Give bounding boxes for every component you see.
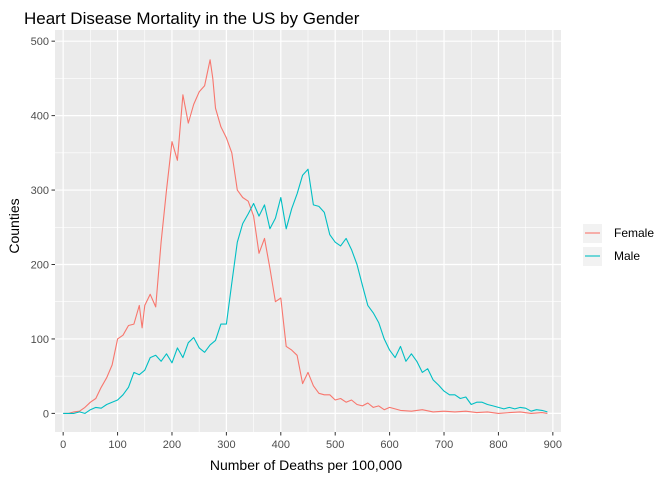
series-line-female [63,59,548,414]
x-tick-label: 900 [544,439,562,451]
x-axis-title: Number of Deaths per 100,000 [210,457,402,473]
x-tick-label: 100 [108,439,126,451]
legend: Female Male [583,224,654,266]
x-tick-label: 800 [489,439,507,451]
axis-ticks: 0 100 200 300 400 500 600 700 800 900 0 100 200 300 40… [31,36,562,451]
y-tick-label: 400 [31,111,49,123]
legend-label-female: Female [614,226,654,240]
grid-major [55,30,561,432]
y-tick-label: 0 [43,408,49,420]
y-tick-label: 300 [31,185,49,197]
series-layer [63,59,548,414]
chart-title: Heart Disease Mortality in the US by Gen… [24,9,360,28]
y-tick-label: 200 [31,260,49,272]
y-tick-label: 100 [31,334,49,346]
grid-minor [55,30,561,432]
x-tick-label: 500 [326,439,344,451]
x-tick-label: 400 [272,439,290,451]
x-tick-label: 300 [217,439,235,451]
x-tick-label: 200 [163,439,181,451]
y-axis-title: Counties [6,198,22,253]
x-tick-label: 0 [60,439,66,451]
x-tick-label: 700 [435,439,453,451]
y-tick-label: 500 [31,36,49,48]
legend-label-male: Male [614,249,640,263]
series-line-male [63,168,548,414]
x-tick-label: 600 [380,439,398,451]
